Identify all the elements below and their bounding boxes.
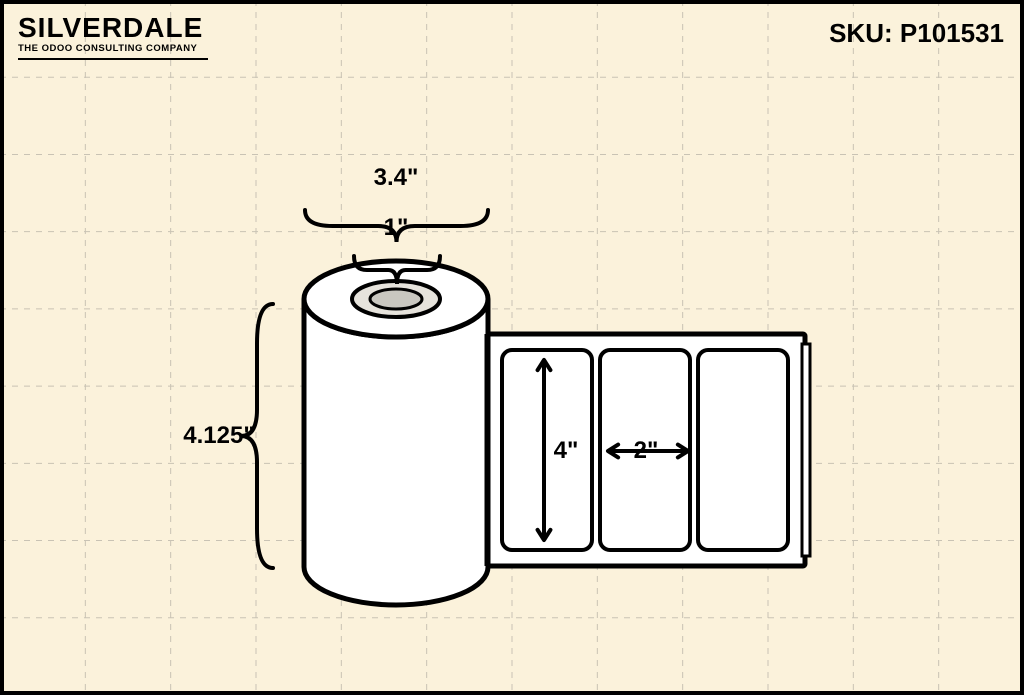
diagram-svg	[0, 0, 1024, 695]
page: SILVERDALE THE ODOO CONSULTING COMPANY S…	[0, 0, 1024, 695]
dim-label-width: 2"	[634, 437, 659, 465]
sku-label: SKU: P101531	[829, 18, 1004, 49]
dim-roll-width: 4.125"	[183, 422, 254, 450]
sku-prefix: SKU:	[829, 18, 893, 48]
logo-name: SILVERDALE	[18, 14, 208, 42]
logo-underline	[18, 58, 208, 60]
dim-core-diameter: 1"	[384, 214, 409, 242]
sku-value: P101531	[900, 18, 1004, 48]
logo-subtitle: THE ODOO CONSULTING COMPANY	[18, 44, 208, 54]
company-logo: SILVERDALE THE ODOO CONSULTING COMPANY	[18, 14, 208, 60]
dim-outer-diameter: 3.4"	[374, 164, 419, 192]
dim-label-height: 4"	[554, 437, 579, 465]
